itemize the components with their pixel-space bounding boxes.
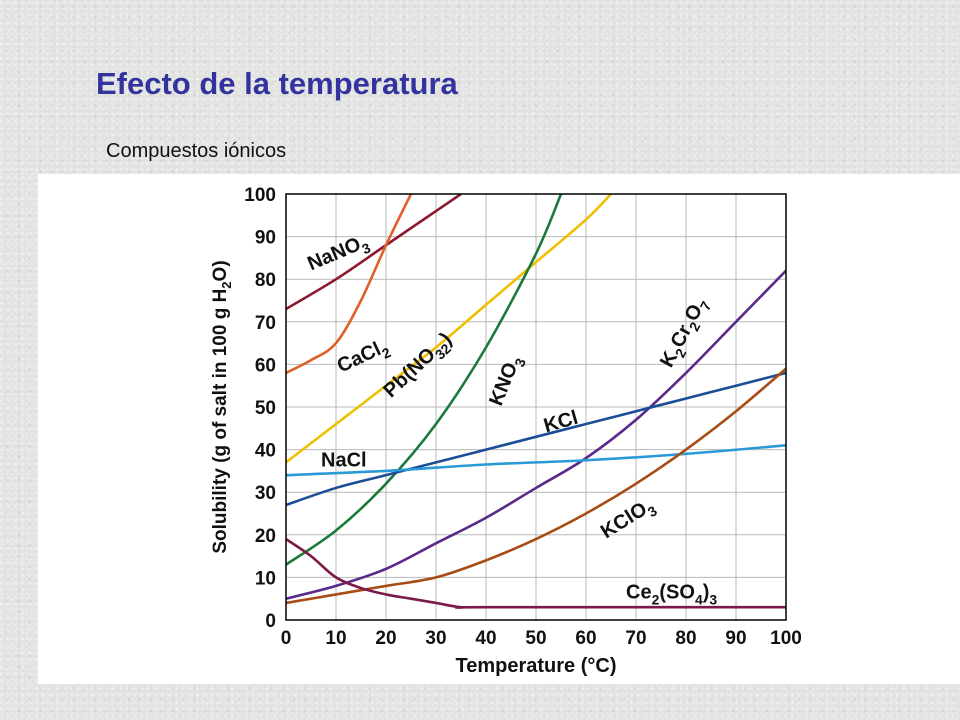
y-tick-label: 30 [255,483,276,504]
y-tick-label: 10 [255,568,276,589]
axes: 0 10 20 30 40 50 60 70 80 90 100 0 10 20 30 40 50 60 70 80 9… [210,185,802,677]
chart-panel: NaNO3 CaCl2 Pb(NO32) KNO3 K2Cr2O7 KCl NaCl KClO… [38,174,960,684]
series-label: CaCl2 [334,335,394,381]
series-lines [286,194,786,609]
plot-frame [285,193,787,621]
series-line-kclo3 [286,367,786,605]
grid [285,193,787,621]
x-tick-label: 10 [325,628,346,649]
y-tick-label: 80 [255,270,276,291]
y-tick-label: 70 [255,313,276,334]
y-tick-label: 0 [265,611,276,632]
series-line-pb-no3-2 [286,194,612,464]
x-tick-label: 70 [625,628,646,649]
series-label: NaCl [321,450,367,472]
y-tick-label: 40 [255,441,276,462]
y-tick-label: 50 [255,398,276,419]
y-axis-label: Solubility (g of salt in 100 g H2O) [210,260,234,553]
series-line-cacl2 [286,194,413,375]
series-line-kcl [286,371,786,507]
y-tick-label: 20 [255,526,276,547]
series-line-ce2-so4-3 [286,537,786,609]
y-tick-label: 60 [255,355,276,376]
series-label: Pb(NO32) [379,328,459,405]
slide-subtitle: Compuestos iónicos [106,140,287,162]
x-tick-label: 0 [281,628,292,649]
slide-title: Efecto de la temperatura [96,66,458,101]
x-tick-label: 100 [770,628,802,649]
x-tick-label: 80 [675,628,696,649]
y-tick-label: 90 [255,228,276,249]
x-tick-label: 20 [375,628,396,649]
x-tick-label: 50 [525,628,546,649]
x-tick-label: 40 [475,628,496,649]
x-tick-label: 90 [725,628,746,649]
x-tick-label: 30 [425,628,446,649]
series-line-k2cr2o7 [286,269,786,600]
x-axis-label: Temperature (°C) [456,655,617,677]
series-label: KNO3 [485,352,529,410]
series-line-kno3 [286,194,563,566]
y-tick-label: 100 [244,185,276,206]
series-label: KCl [541,407,580,438]
x-tick-label: 60 [575,628,596,649]
series-label: K2Cr2O7 [656,294,715,373]
series-line-nacl [286,444,786,477]
series-label: NaNO3 [304,230,373,279]
series-label: Ce2(SO4)3 [626,582,717,608]
